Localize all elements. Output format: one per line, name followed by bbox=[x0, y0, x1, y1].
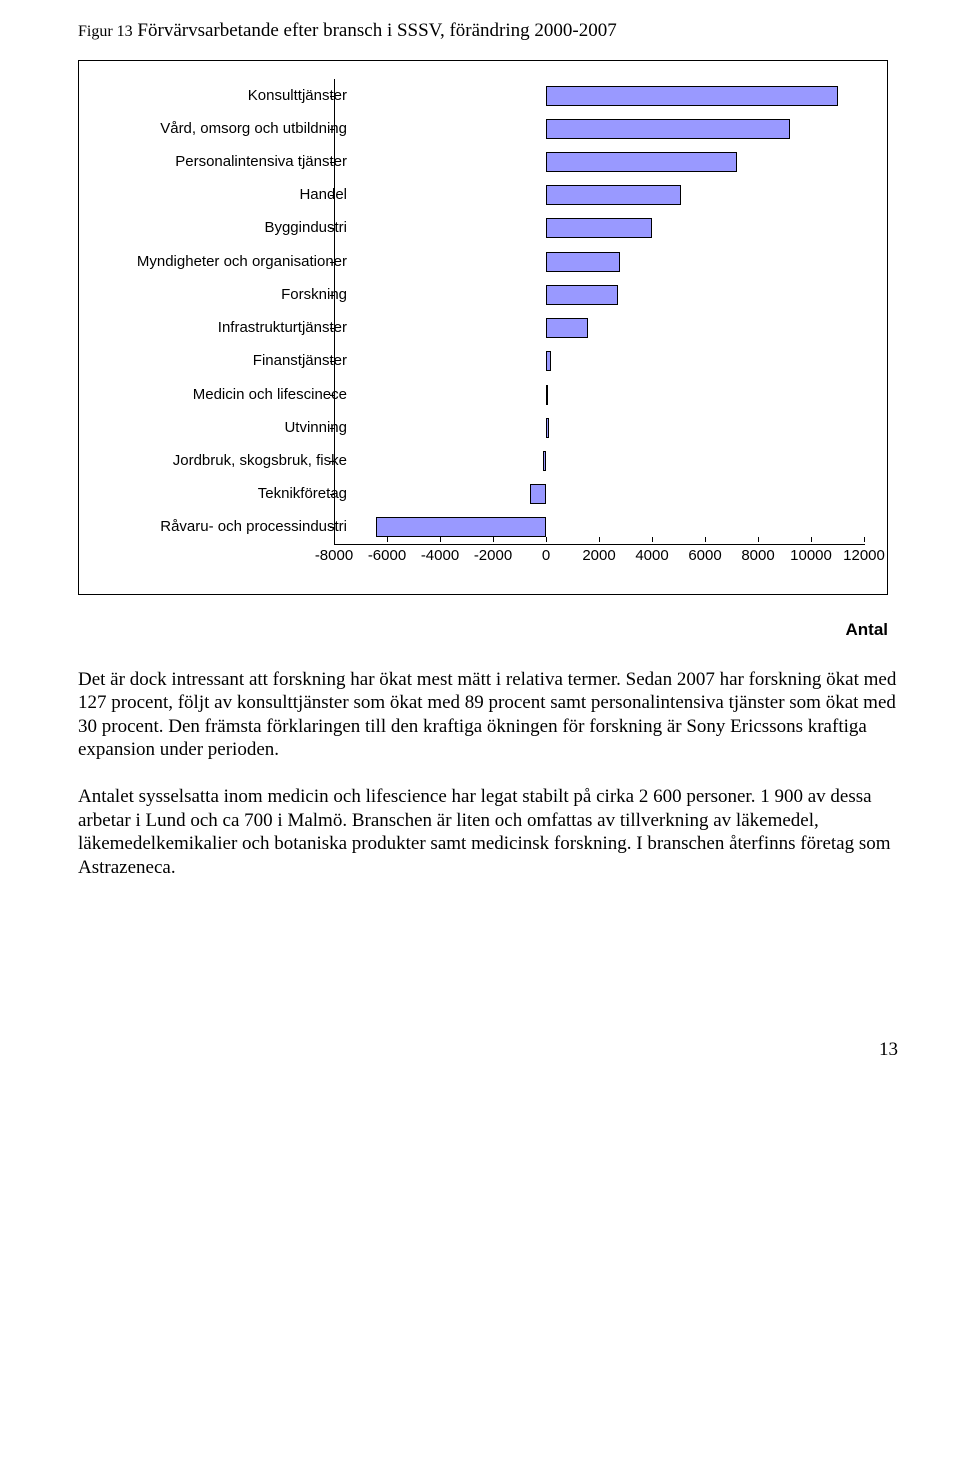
y-tick bbox=[330, 328, 334, 329]
x-tick-label: 10000 bbox=[786, 547, 836, 564]
category-label: Byggindustri bbox=[264, 219, 347, 236]
figure-label: Figur 13 bbox=[78, 23, 133, 40]
bar-chart: KonsulttjänsterVård, omsorg och utbildni… bbox=[78, 60, 888, 595]
page-number: 13 bbox=[78, 1039, 898, 1061]
y-tick bbox=[330, 228, 334, 229]
y-tick bbox=[330, 428, 334, 429]
y-tick bbox=[330, 461, 334, 462]
y-tick bbox=[330, 262, 334, 263]
x-tick bbox=[334, 537, 335, 542]
y-tick bbox=[330, 527, 334, 528]
x-tick-label: -4000 bbox=[415, 547, 465, 564]
category-label: Råvaru- och processindustri bbox=[160, 518, 347, 535]
x-tick bbox=[493, 537, 494, 542]
x-tick bbox=[599, 537, 600, 542]
bar bbox=[546, 86, 838, 106]
x-tick-label: -6000 bbox=[362, 547, 412, 564]
y-tick bbox=[330, 494, 334, 495]
y-tick bbox=[330, 96, 334, 97]
category-label: Utvinning bbox=[284, 419, 347, 436]
figure-title: Figur 13 Förvärvsarbetande efter bransch… bbox=[78, 20, 900, 42]
bar bbox=[546, 119, 790, 139]
bar bbox=[546, 318, 588, 338]
y-tick bbox=[330, 295, 334, 296]
y-tick bbox=[330, 162, 334, 163]
x-tick-label: 6000 bbox=[680, 547, 730, 564]
category-label: Medicin och lifescinece bbox=[193, 386, 347, 403]
paragraph-1: Det är dock intressant att forskning har… bbox=[78, 668, 898, 761]
x-tick bbox=[652, 537, 653, 542]
y-tick bbox=[330, 129, 334, 130]
body-text: Det är dock intressant att forskning har… bbox=[78, 668, 898, 879]
y-tick bbox=[330, 195, 334, 196]
x-axis-title: Antal bbox=[78, 620, 888, 640]
x-tick bbox=[811, 537, 812, 542]
bar bbox=[546, 218, 652, 238]
category-label: Infrastrukturtjänster bbox=[218, 319, 347, 336]
bar bbox=[530, 484, 546, 504]
bar bbox=[546, 351, 551, 371]
x-tick-label: -2000 bbox=[468, 547, 518, 564]
y-tick bbox=[330, 361, 334, 362]
x-tick-label: 4000 bbox=[627, 547, 677, 564]
x-tick bbox=[864, 537, 865, 542]
x-tick bbox=[546, 537, 547, 542]
category-label: Vård, omsorg och utbildning bbox=[160, 120, 347, 137]
bar bbox=[546, 285, 618, 305]
x-tick bbox=[705, 537, 706, 542]
bar bbox=[546, 185, 681, 205]
category-label: Handel bbox=[299, 186, 347, 203]
x-tick-label: -8000 bbox=[309, 547, 359, 564]
category-label: Jordbruk, skogsbruk, fiske bbox=[173, 452, 347, 469]
x-tick bbox=[387, 537, 388, 542]
x-tick-label: 8000 bbox=[733, 547, 783, 564]
x-tick bbox=[440, 537, 441, 542]
x-tick-label: 0 bbox=[521, 547, 571, 564]
bar bbox=[543, 451, 546, 471]
bar bbox=[546, 385, 548, 405]
x-tick-label: 12000 bbox=[839, 547, 889, 564]
category-label: Forskning bbox=[281, 286, 347, 303]
bar bbox=[376, 517, 546, 537]
bar bbox=[546, 252, 620, 272]
paragraph-2: Antalet sysselsatta inom medicin och lif… bbox=[78, 785, 898, 878]
x-tick bbox=[758, 537, 759, 542]
category-label: Myndigheter och organisationer bbox=[137, 253, 347, 270]
figure-title-text: Förvärvsarbetande efter bransch i SSSV, … bbox=[137, 20, 616, 41]
bar bbox=[546, 418, 549, 438]
plot-area bbox=[334, 79, 865, 545]
y-tick bbox=[330, 395, 334, 396]
bar bbox=[546, 152, 737, 172]
x-tick-label: 2000 bbox=[574, 547, 624, 564]
category-label: Personalintensiva tjänster bbox=[175, 153, 347, 170]
